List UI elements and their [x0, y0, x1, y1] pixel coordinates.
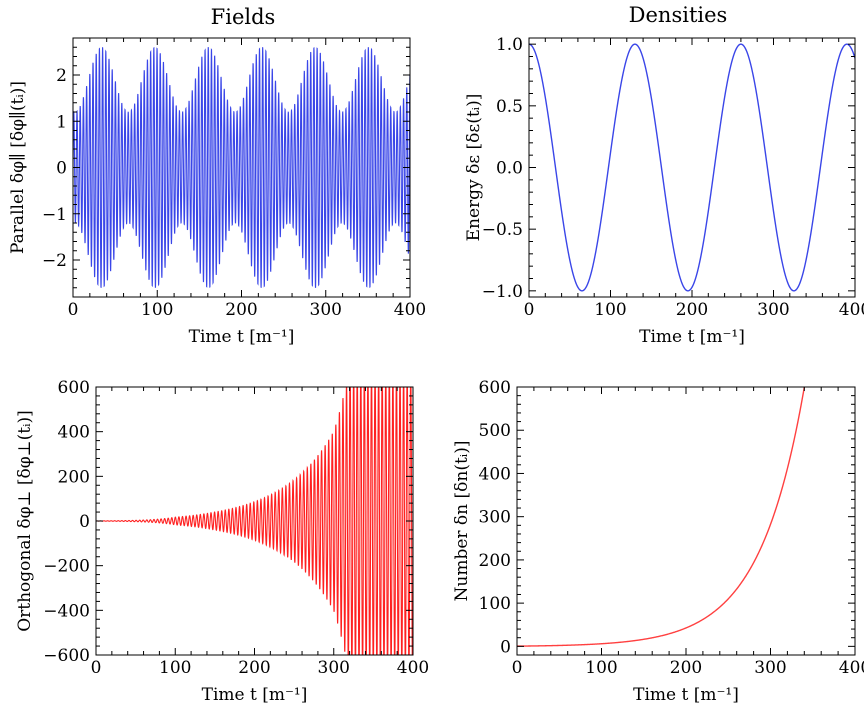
series-line-orthogonal — [96, 387, 413, 655]
x-tick-label: 0 — [524, 300, 535, 320]
x-tick-label: 100 — [585, 658, 617, 678]
y-tick-label: 200 — [58, 467, 90, 487]
y-tick-label: 0 — [500, 637, 511, 657]
x-tick-label: 400 — [839, 658, 864, 678]
y-tick-label: 0.5 — [496, 97, 523, 117]
x-tick-label: 100 — [159, 658, 191, 678]
y-tick-label: 300 — [479, 508, 511, 528]
x-tick-label: 0 — [512, 658, 523, 678]
y-tick-label: −200 — [43, 557, 90, 577]
x-tick-label: 300 — [318, 658, 350, 678]
x-tick-label: 400 — [397, 658, 429, 678]
chart-orthogonal: 0 100 200 300 400 −600 −400 −200 0 200 400 600 Time … — [15, 378, 429, 705]
x-tick-label: 300 — [757, 300, 789, 320]
x-tick-label: 200 — [225, 300, 257, 320]
y-tick-label: 1.0 — [496, 35, 523, 55]
y-tick-label: 1 — [56, 112, 67, 132]
x-axis-label: Time t [m⁻¹] — [189, 327, 295, 347]
y-tick-label: 2 — [56, 66, 67, 86]
y-tick-label: −600 — [43, 646, 90, 666]
series-line-parallel — [73, 46, 410, 289]
x-tick-label: 0 — [68, 300, 79, 320]
y-tick-label: 100 — [479, 594, 511, 614]
x-tick-label: 400 — [839, 300, 864, 320]
y-tick-label: 400 — [479, 464, 511, 484]
y-tick-label: 0 — [79, 512, 90, 532]
column-title-fields: Fields — [211, 5, 276, 29]
y-axis-label: Parallel δφ∥ [δφ∥(tᵢ)] — [8, 81, 28, 254]
x-axis-label: Time t [m⁻¹] — [639, 327, 745, 347]
series-line-energy — [529, 43, 855, 292]
x-tick-label: 200 — [238, 658, 270, 678]
y-tick-label: −0.5 — [482, 220, 523, 240]
chart-number: 0 100 200 300 400 0 100 200 300 400 500 600 Time t [… — [452, 378, 864, 705]
y-tick-label: −2 — [42, 251, 67, 271]
y-tick-label: 500 — [479, 421, 511, 441]
y-tick-label: 0 — [56, 159, 67, 179]
y-tick-label: 200 — [479, 551, 511, 571]
column-title-densities: Densities — [629, 3, 728, 27]
x-axis-label: Time t [m⁻¹] — [202, 685, 308, 705]
y-tick-label: −400 — [43, 601, 90, 621]
x-tick-label: 100 — [594, 300, 626, 320]
chart-parallel: 0 100 200 300 400 −2 −1 0 1 2 Time t [m⁻¹] Parallel… — [8, 37, 426, 347]
y-tick-label: 0.0 — [496, 159, 523, 179]
plot-frame-number — [516, 386, 856, 656]
y-tick-label: 600 — [479, 378, 511, 398]
x-tick-label: 300 — [754, 658, 786, 678]
y-tick-label: 400 — [58, 423, 90, 443]
y-tick-label: 600 — [58, 378, 90, 398]
y-axis-label: Energy δε [δε(tᵢ)] — [464, 94, 484, 242]
x-tick-label: 200 — [676, 300, 708, 320]
y-axis-label: Orthogonal δφ⊥ [δφ⊥(tᵢ)] — [15, 410, 35, 632]
x-axis-label: Time t [m⁻¹] — [633, 685, 739, 705]
x-tick-label: 100 — [141, 300, 173, 320]
series-line-number — [517, 387, 805, 647]
y-tick-label: −1.0 — [482, 282, 523, 302]
x-tick-label: 0 — [91, 658, 102, 678]
y-tick-label: −1 — [42, 205, 67, 225]
y-axis-label: Number δn [δn(tᵢ)] — [452, 441, 472, 602]
chart-energy: 0 100 200 300 400 −1.0 −0.5 0.0 0.5 1.0 Time t [m⁻… — [464, 35, 864, 347]
x-tick-label: 200 — [670, 658, 702, 678]
x-tick-label: 300 — [310, 300, 342, 320]
x-tick-label: 400 — [394, 300, 426, 320]
